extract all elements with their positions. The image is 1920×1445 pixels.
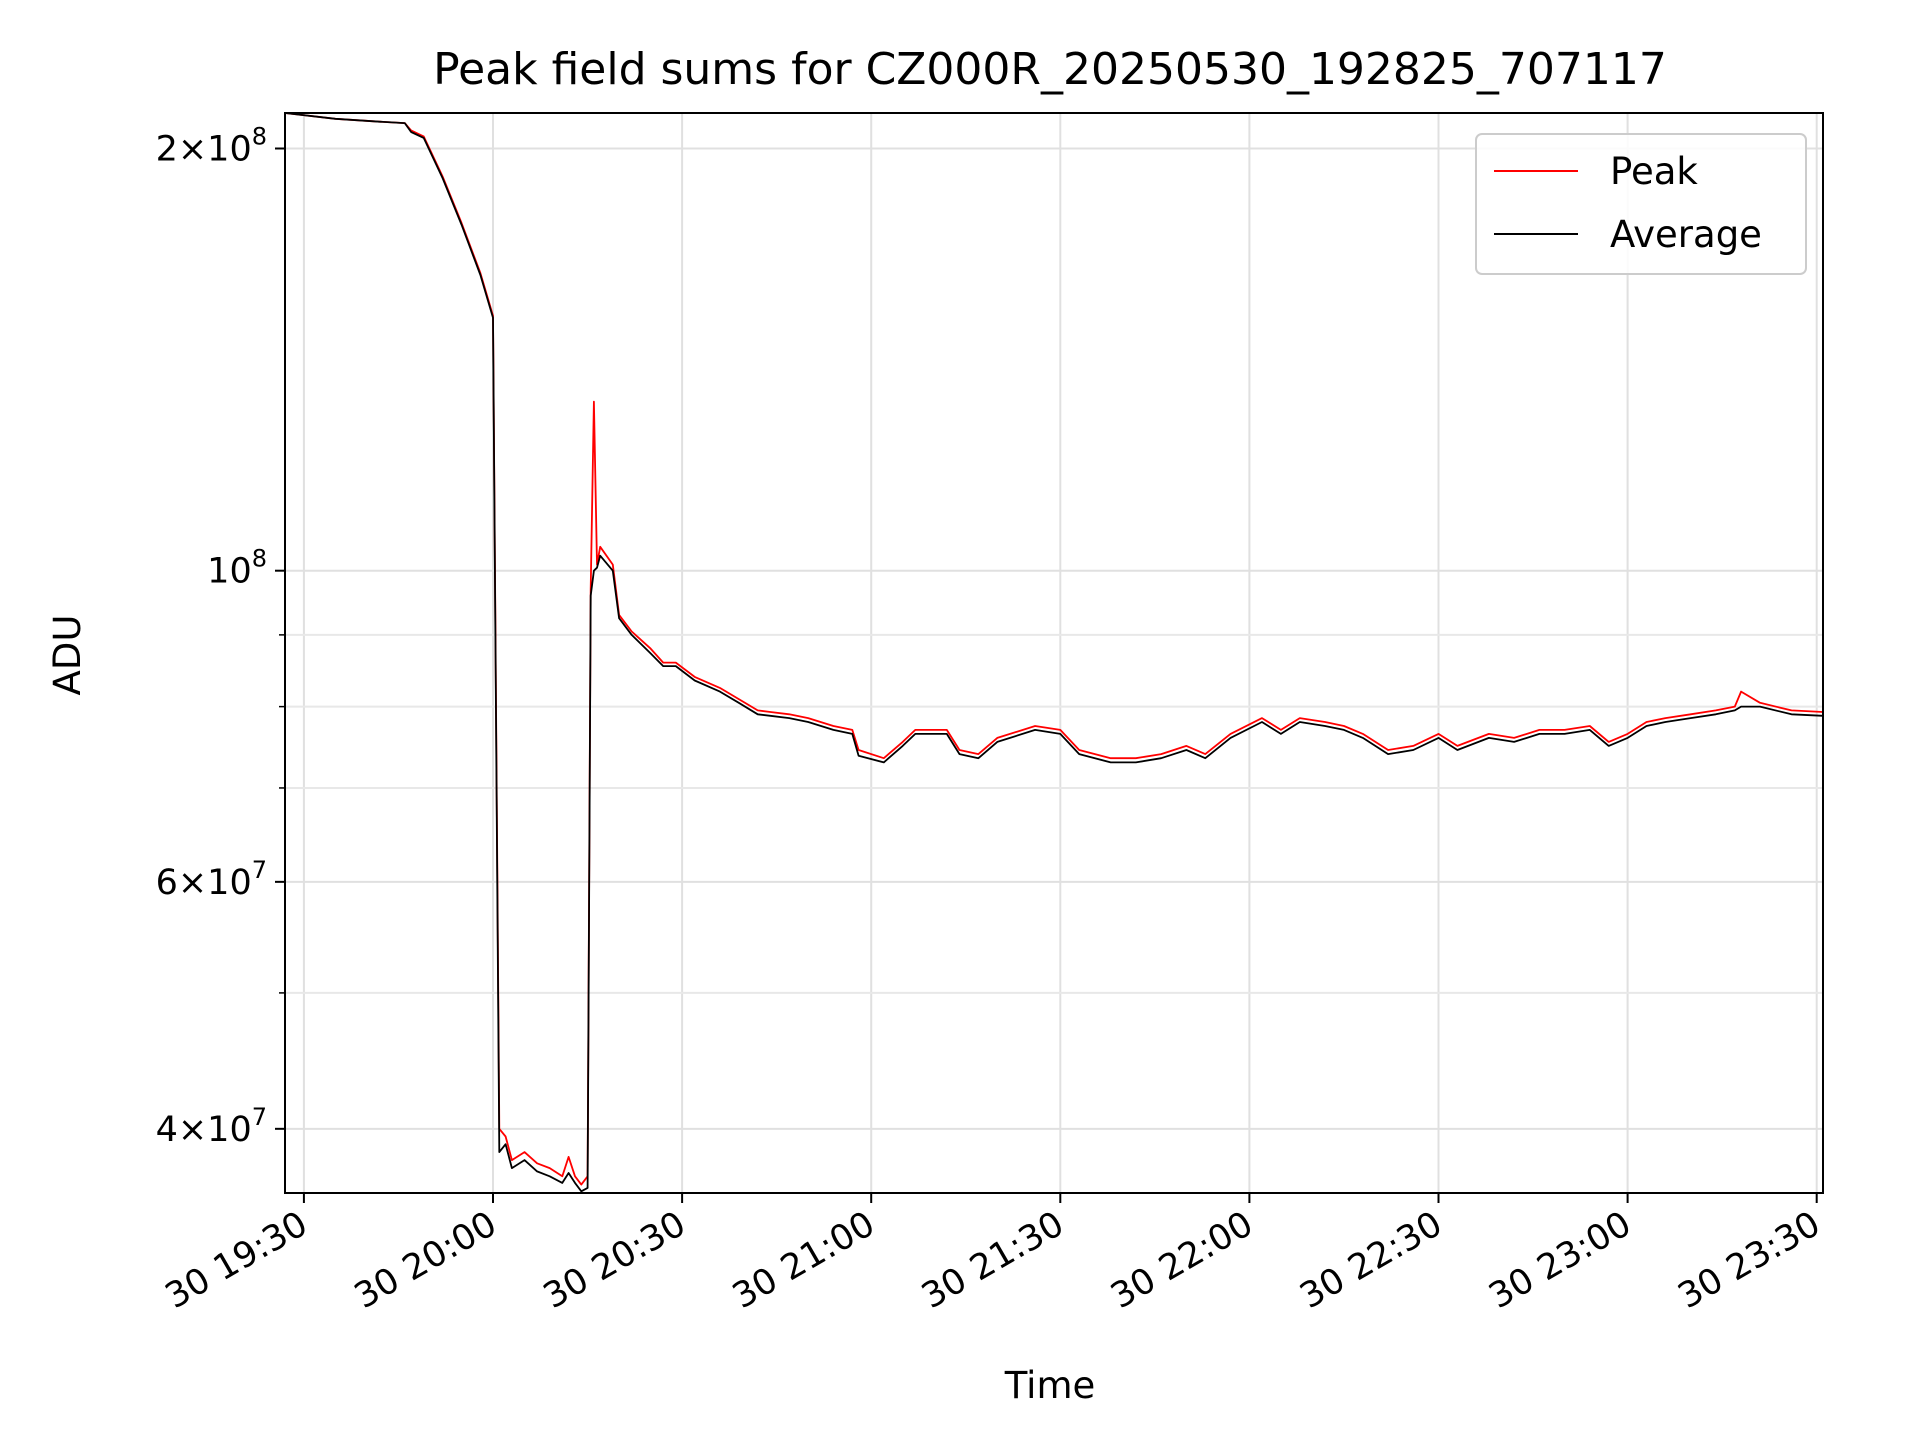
y-axis-label: ADU bbox=[46, 615, 89, 696]
x-tick-label: 30 21:30 bbox=[915, 1204, 1071, 1317]
legend-label: Peak bbox=[1610, 150, 1698, 193]
x-axis-label: Time bbox=[1004, 1364, 1096, 1407]
x-tick-label: 30 20:30 bbox=[537, 1204, 693, 1317]
y-tick-label: 2×108 bbox=[156, 122, 267, 169]
legend-box bbox=[1475, 133, 1807, 275]
x-tick-label: 30 20:00 bbox=[348, 1204, 504, 1317]
y-tick-label: 108 bbox=[207, 545, 267, 592]
series-line-peak bbox=[284, 112, 1824, 1186]
legend-label: Average bbox=[1610, 213, 1762, 256]
data-series bbox=[284, 112, 1824, 1193]
x-tick-label: 30 22:00 bbox=[1104, 1204, 1260, 1317]
legend: Peak Average bbox=[1475, 133, 1807, 275]
series-line-average bbox=[284, 112, 1824, 1193]
chart-title: Peak field sums for CZ000R_20250530_1928… bbox=[433, 44, 1667, 95]
plot-area-frame bbox=[284, 112, 1824, 1194]
x-tick-label: 30 21:00 bbox=[726, 1204, 882, 1317]
y-tick-label: 4×107 bbox=[156, 1103, 267, 1150]
x-tick-label: 30 19:30 bbox=[159, 1204, 315, 1317]
y-tick-label: 6×107 bbox=[156, 856, 267, 903]
x-tick-label: 30 23:30 bbox=[1672, 1204, 1828, 1317]
x-tick-label: 30 23:00 bbox=[1483, 1204, 1639, 1317]
axis-ticks: 30 19:30 30 20:00 30 20:30 30 21:00 30 21:30… bbox=[156, 122, 1828, 1317]
x-tick-label: 30 22:30 bbox=[1293, 1204, 1449, 1317]
